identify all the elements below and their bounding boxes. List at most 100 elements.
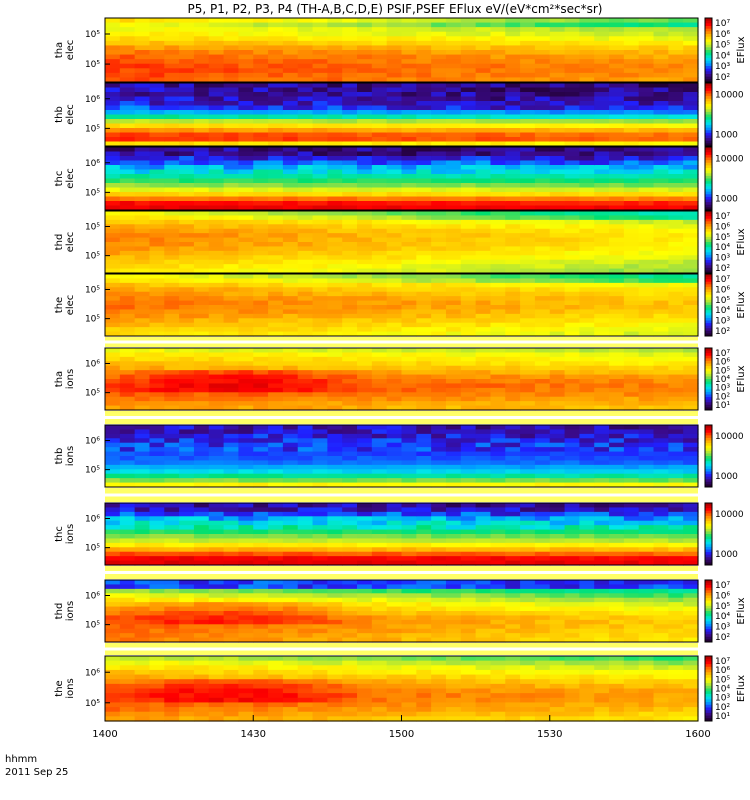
- spectrogram-cell: [371, 327, 388, 333]
- spectrogram-cell: [638, 433, 655, 439]
- spectrogram-cell: [179, 379, 195, 385]
- spectrogram-cell: [297, 63, 314, 69]
- spectrogram-cell: [683, 192, 699, 198]
- spectrogram-cell: [579, 551, 595, 557]
- spectrogram-cell: [460, 365, 477, 371]
- spectrogram-cell: [119, 606, 136, 612]
- spectrogram-cell: [668, 313, 684, 319]
- spectrogram-cell: [268, 588, 284, 594]
- spectrogram-cell: [683, 291, 699, 297]
- spectrogram-cell: [549, 40, 566, 47]
- spectrogram-cell: [327, 287, 343, 293]
- spectrogram-cell: [297, 147, 314, 153]
- spectrogram-cell: [460, 478, 477, 484]
- spectrogram-cell: [253, 534, 269, 540]
- spectrogram-cell: [475, 291, 492, 297]
- spectrogram-cell: [342, 96, 358, 102]
- spectrogram-cell: [253, 584, 269, 590]
- spectrogram-cell: [623, 387, 640, 393]
- spectrogram-cell: [579, 542, 595, 548]
- spectrogram-cell: [638, 379, 655, 385]
- spectrogram-cell: [579, 50, 595, 56]
- spectrogram-cell: [564, 110, 580, 116]
- spectrogram-cell: [193, 54, 210, 60]
- colorbar-segment: [705, 154, 712, 159]
- spectrogram-cell: [282, 560, 299, 566]
- chart-title: P5, P1, P2, P3, P4 (TH-A,B,C,D,E) PSIF,P…: [188, 2, 603, 16]
- spectrogram-cell: [401, 516, 417, 522]
- spectrogram-cell: [134, 27, 151, 33]
- colorbar-segment: [705, 66, 712, 70]
- spectrogram-cell: [312, 50, 328, 56]
- spectrogram-cell: [105, 637, 121, 643]
- spectrogram-cell: [179, 597, 195, 603]
- spectrogram-cell: [164, 72, 180, 79]
- spectrogram-cell: [475, 429, 492, 435]
- spectrogram-cell: [609, 460, 625, 466]
- spectrogram-cell: [268, 50, 284, 56]
- spectrogram-cell: [238, 50, 254, 56]
- spectrogram-cell: [564, 327, 580, 333]
- spectrogram-cell: [564, 331, 580, 337]
- spectrogram-cell: [609, 242, 625, 248]
- colorbar-segment: [705, 386, 712, 390]
- spectrogram-cell: [386, 322, 403, 328]
- spectrogram-cell: [623, 45, 640, 51]
- spectrogram-cell: [268, 141, 284, 147]
- spectrogram-cell: [371, 72, 388, 79]
- spectrogram-cell: [119, 365, 136, 371]
- spectrogram-cell: [490, 282, 506, 288]
- spectrogram-cell: [623, 318, 640, 324]
- colorbar-segment: [705, 221, 712, 225]
- spectrogram-cell: [179, 50, 195, 56]
- spectrogram-cell: [431, 119, 447, 125]
- spectrogram-cell: [149, 92, 165, 98]
- spectrogram-cell: [105, 442, 121, 448]
- spectrogram-cell: [238, 322, 254, 328]
- spectrogram-cell: [208, 110, 225, 116]
- spectrogram-cell: [149, 156, 165, 162]
- spectrogram-cell: [134, 174, 151, 180]
- spectrogram-cell: [105, 593, 121, 599]
- spectrogram-cell: [505, 137, 521, 143]
- spectrogram-cell: [460, 291, 477, 297]
- spectrogram-cell: [342, 237, 358, 243]
- spectrogram-cell: [134, 396, 151, 402]
- spectrogram-cell: [386, 460, 403, 466]
- spectrogram-cell: [297, 580, 314, 586]
- spectrogram-cell: [327, 196, 343, 202]
- spectrogram-cell: [253, 114, 269, 120]
- colorbar-segment: [705, 476, 712, 480]
- spectrogram-cell: [105, 255, 121, 261]
- spectrogram-cell: [312, 482, 328, 488]
- spectrogram-cell: [327, 348, 343, 354]
- spectrogram-cell: [668, 96, 684, 102]
- spectrogram-cell: [609, 224, 625, 230]
- spectrogram-cell: [253, 460, 269, 466]
- spectrogram-cell: [179, 105, 195, 111]
- colorbar-segment: [705, 292, 712, 296]
- spectrogram-cell: [683, 174, 699, 180]
- panel-frame: [104, 146, 699, 211]
- spectrogram-cell: [623, 54, 640, 60]
- spectrogram-cell: [342, 370, 358, 376]
- spectrogram-cell: [549, 151, 566, 157]
- spectrogram-cell: [134, 147, 151, 153]
- spectrogram-cell: [253, 611, 269, 617]
- spectrogram-cell: [105, 211, 121, 217]
- spectrogram-cell: [342, 300, 358, 306]
- spectrogram-cell: [401, 259, 417, 265]
- spectrogram-cell: [297, 174, 314, 180]
- spectrogram-cell: [490, 464, 506, 470]
- spectrogram-cell: [119, 59, 136, 65]
- spectrogram-cell: [475, 503, 492, 509]
- spectrogram-cell: [357, 31, 373, 37]
- spectrogram-cell: [223, 137, 240, 143]
- spectrogram-cell: [609, 278, 625, 284]
- spectrogram-cell: [668, 387, 684, 393]
- spectrogram-cell: [416, 309, 432, 315]
- spectrogram-cell: [549, 205, 566, 211]
- spectrogram-cell: [238, 211, 254, 217]
- spectrogram-cell: [416, 22, 432, 28]
- spectrogram-cell: [505, 92, 521, 98]
